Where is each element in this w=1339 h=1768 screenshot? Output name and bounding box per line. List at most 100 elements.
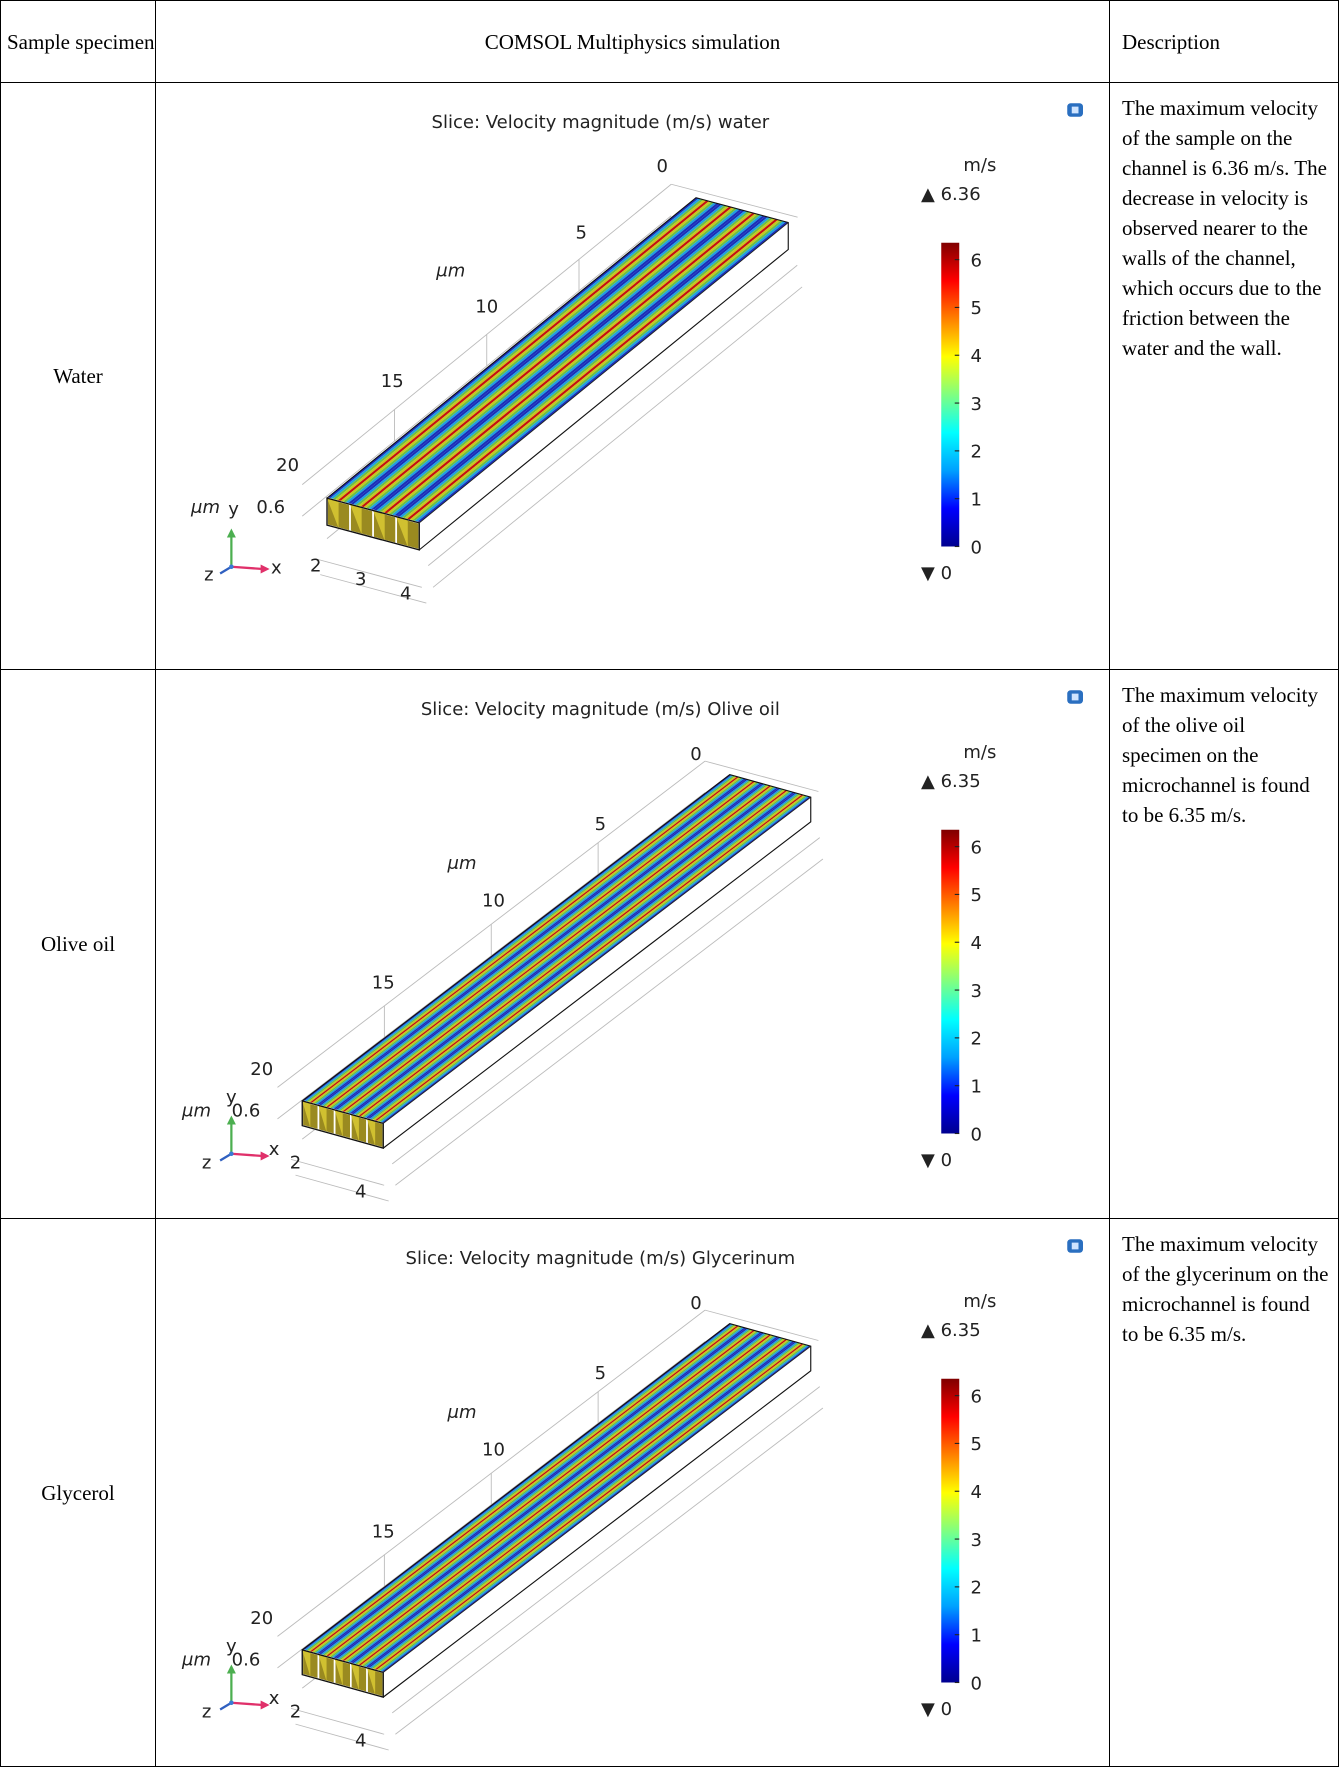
channel-stripe [381, 1346, 810, 1673]
x-axis-label: x [271, 558, 282, 579]
channel-stripe [372, 1343, 801, 1670]
channel-stripe [349, 1337, 778, 1664]
simulation-plot: Slice: Velocity magnitude (m/s) Olive oi… [156, 670, 1110, 1219]
channel-stripe [327, 198, 699, 499]
colorbar [941, 830, 959, 1134]
triad-origin [229, 565, 234, 570]
description: The maximum velocity of the sample on th… [1122, 96, 1327, 360]
channel-stripe [322, 1329, 751, 1656]
header-text: Description [1122, 29, 1220, 55]
x-axis-label: x [269, 1688, 280, 1709]
channel-stripe [363, 792, 792, 1119]
length-tick-label: 20 [276, 455, 299, 476]
channel-stripe [330, 198, 702, 499]
channel-stripe [372, 794, 801, 1121]
height-tick-label: 0.6 [232, 1650, 261, 1671]
colorbar-tick-label: 3 [971, 394, 982, 415]
channel-stripe [360, 207, 732, 508]
colorbar-tick-label: 2 [971, 442, 982, 463]
channel-stripe [367, 793, 796, 1120]
height-unit: μm [181, 1101, 211, 1122]
colorbar-tick-label: 3 [971, 981, 982, 1002]
length-tick-label: 15 [372, 1521, 395, 1542]
channel-stripe [311, 777, 740, 1104]
width-tick-label: 2 [290, 1701, 301, 1722]
colorbar-tick-label: 4 [971, 933, 982, 954]
channel-stripe [345, 1336, 774, 1663]
specimen: Olive oil [41, 931, 115, 957]
height-unit: μm [190, 497, 220, 518]
channel-stripe [353, 1338, 782, 1665]
length-tick-label: 0 [690, 744, 701, 765]
channel-stripe [376, 211, 748, 512]
channel-stripe [333, 1332, 762, 1659]
x-axis-label: x [269, 1139, 280, 1160]
height-tick-label: 0.6 [232, 1101, 261, 1122]
width-tick-label: 2 [310, 555, 321, 576]
channel-stripe [306, 1325, 735, 1652]
channel-stripe [337, 200, 709, 501]
triad-y-head [227, 529, 236, 538]
channel-stripe [326, 1330, 755, 1657]
channel-stripe [374, 795, 803, 1122]
height-tick-label: 0.6 [256, 497, 285, 518]
channel-stripe [353, 789, 782, 1116]
colorbar-min: ▼ 0 [921, 563, 952, 584]
channel-stripe [358, 1339, 787, 1666]
colorbar-tick-label: 6 [971, 250, 982, 271]
width-tick-label: 4 [400, 583, 411, 604]
colorbar-tick-label: 2 [971, 1578, 982, 1599]
colorbar-unit: m/s [963, 1291, 996, 1312]
grid-line [296, 1724, 389, 1750]
channel-stripe [313, 778, 742, 1105]
length-tick-label: 15 [381, 371, 404, 392]
header-cell: Description [1109, 0, 1339, 82]
length-unit: μm [447, 853, 477, 874]
channel-stripe [317, 779, 746, 1106]
results-table: Sample specimen COMSOL Multiphysics simu… [0, 0, 1339, 1767]
colorbar-tick-label: 1 [971, 489, 982, 510]
channel-stripe [356, 790, 785, 1117]
colorbar [941, 1379, 959, 1683]
channel-stripe [315, 778, 744, 1105]
length-tick-label: 5 [576, 222, 587, 243]
channel-stripe [358, 790, 787, 1117]
channel-stripe [362, 791, 791, 1118]
channel-stripe [363, 207, 735, 508]
channel-stripe [365, 208, 736, 509]
colorbar-tick-label: 3 [971, 1530, 982, 1551]
header-text: COMSOL Multiphysics simulation [485, 29, 781, 55]
description: The maximum velocity of the olive oil sp… [1122, 683, 1318, 827]
channel-stripe [335, 200, 707, 501]
channel-stripe [342, 1335, 771, 1662]
export-icon-inner [1072, 694, 1079, 701]
description: The maximum velocity of the glycerinum o… [1122, 1232, 1328, 1346]
triad-x [231, 1703, 263, 1705]
colorbar-unit: m/s [963, 155, 996, 176]
simulation-plot: Slice: Velocity magnitude (m/s) Glycerin… [156, 1219, 1110, 1768]
simulation-cell: Slice: Velocity magnitude (m/s) Glycerin… [155, 1218, 1109, 1767]
channel-stripe [315, 1327, 744, 1654]
grid-line [291, 1159, 384, 1185]
specimen-cell: Water [0, 82, 155, 669]
grid-line [291, 1708, 384, 1734]
triad-x [231, 1154, 263, 1156]
channel-stripe [356, 1339, 785, 1666]
channel-stripe [336, 784, 765, 1111]
channel-stripe [412, 220, 783, 521]
colorbar-tick-label: 5 [971, 298, 982, 319]
colorbar-tick-label: 4 [971, 1482, 982, 1503]
colorbar-tick-label: 5 [971, 885, 982, 906]
channel-stripe [317, 1328, 746, 1655]
channel-stripe [378, 211, 749, 512]
colorbar [941, 243, 959, 547]
specimen: Glycerol [41, 1480, 114, 1506]
colorbar-tick-label: 6 [971, 1386, 982, 1407]
channel-stripe [338, 1334, 767, 1661]
colorbar-max: ▲ 6.35 [921, 1320, 981, 1341]
colorbar-tick-label: 6 [971, 837, 982, 858]
channel-stripe [347, 203, 719, 504]
channel-stripe [350, 204, 722, 505]
specimen-cell: Olive oil [0, 669, 155, 1218]
width-tick-label: 3 [355, 569, 366, 590]
